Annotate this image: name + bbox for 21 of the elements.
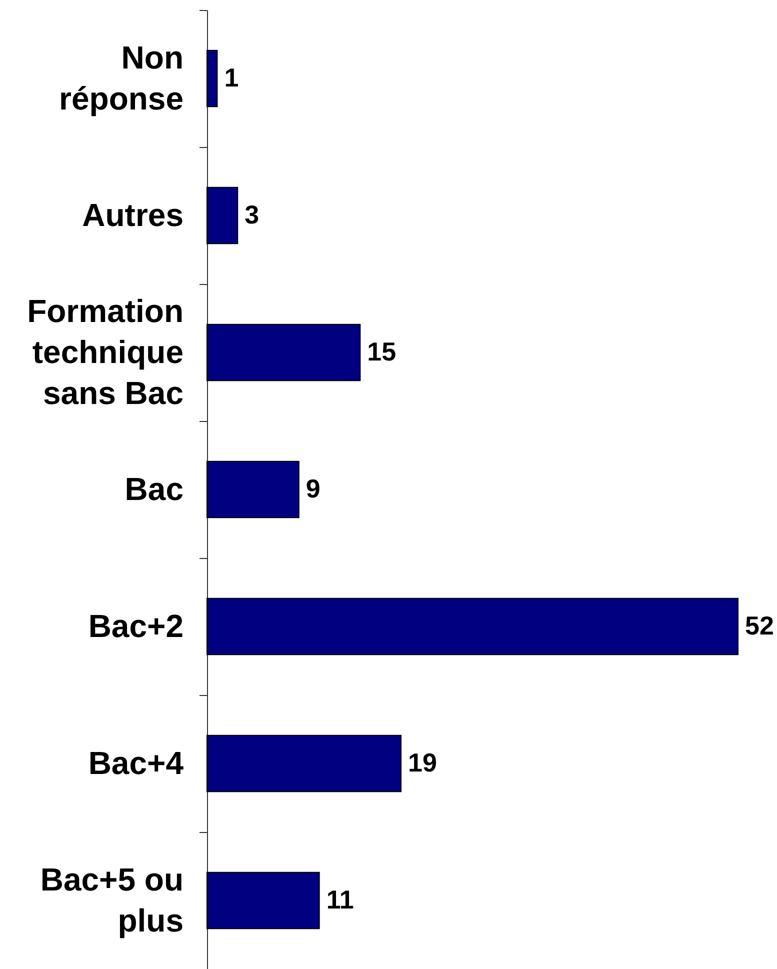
data-label: 15 — [367, 336, 396, 366]
y-tick-label: Bac+2 — [88, 608, 184, 644]
bar — [206, 598, 738, 656]
data-label: 11 — [326, 884, 354, 914]
data-label: 3 — [244, 200, 260, 230]
data-label: 9 — [306, 474, 320, 504]
data-label: 52 — [745, 610, 774, 640]
y-tick-label: Formation technique sans Bac — [27, 293, 184, 411]
y-tick-label: Bac+4 — [88, 745, 184, 781]
data-label: 19 — [408, 748, 437, 778]
y-tick-label: Bac — [124, 471, 184, 507]
bar — [206, 872, 320, 930]
bar — [206, 186, 238, 244]
bar — [206, 460, 300, 518]
bar — [206, 324, 361, 382]
bar — [206, 734, 402, 792]
bar — [206, 50, 218, 108]
data-label: 1 — [224, 62, 239, 92]
y-tick-label: Bac+5 ou plus — [40, 862, 184, 938]
y-tick-label: Autres — [82, 197, 184, 233]
y-tick-label: Non réponse — [59, 40, 184, 116]
